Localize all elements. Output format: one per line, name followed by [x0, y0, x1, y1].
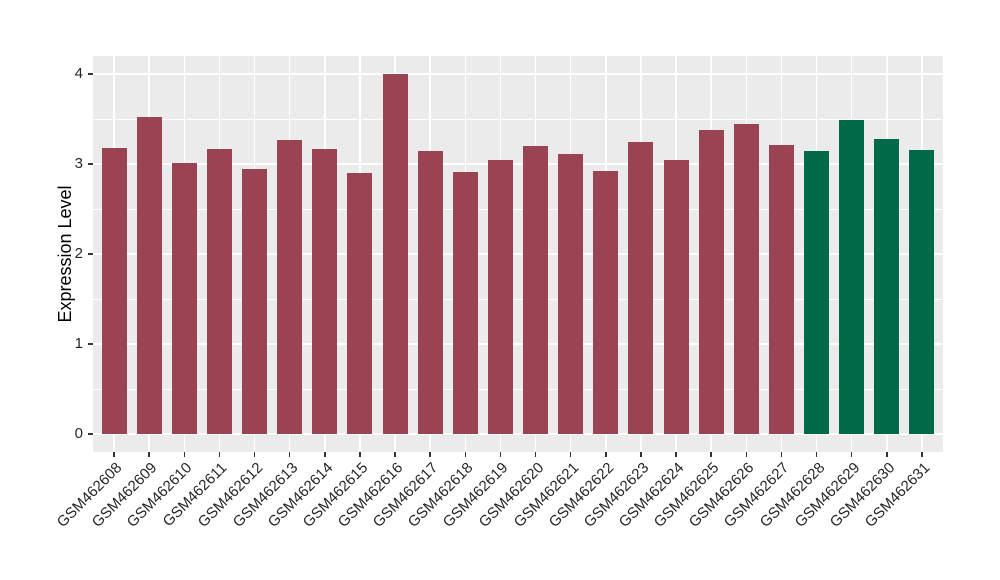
bar-GSM462608 — [101, 147, 127, 434]
x-tick-mark — [921, 452, 923, 457]
x-tick-mark — [148, 452, 150, 457]
plot-panel — [93, 56, 943, 452]
x-tick-mark — [745, 452, 748, 457]
y-tick-mark — [88, 163, 93, 165]
bar-GSM462628 — [804, 150, 830, 434]
bar-GSM462622 — [593, 171, 619, 434]
x-tick-mark — [253, 452, 256, 457]
x-tick-mark — [569, 452, 572, 457]
major-gridline — [93, 253, 943, 255]
bar-GSM462610 — [171, 163, 197, 434]
bar-GSM462614 — [312, 148, 338, 434]
y-tick-label: 0 — [74, 425, 83, 442]
bar-GSM462609 — [136, 117, 162, 434]
bar-GSM462627 — [768, 145, 794, 434]
x-tick-mark — [605, 452, 607, 457]
y-tick-label: 3 — [74, 155, 83, 172]
x-tick-mark — [113, 452, 115, 457]
bar-GSM462612 — [242, 169, 268, 434]
minor-gridline — [93, 388, 943, 390]
x-tick-mark — [288, 452, 291, 457]
x-tick-mark — [394, 452, 396, 457]
major-gridline — [93, 163, 943, 165]
minor-gridline — [93, 118, 943, 120]
bar-GSM462623 — [628, 142, 654, 434]
bar-GSM462630 — [874, 138, 900, 434]
x-tick-mark — [675, 452, 677, 457]
y-tick-mark — [88, 433, 93, 435]
bar-GSM462615 — [347, 173, 373, 434]
bar-GSM462631 — [909, 149, 935, 434]
bar-GSM462620 — [523, 146, 549, 434]
bar-GSM462625 — [698, 129, 724, 434]
x-tick-mark — [850, 452, 853, 457]
x-tick-mark — [815, 452, 818, 457]
x-tick-mark — [218, 452, 221, 457]
x-tick-mark — [499, 452, 502, 457]
x-tick-mark — [183, 452, 186, 457]
x-tick-mark — [710, 452, 712, 457]
major-gridline — [93, 343, 943, 345]
y-tick-label: 1 — [74, 335, 83, 352]
x-tick-mark — [886, 452, 888, 457]
y-tick-mark — [88, 73, 93, 75]
x-tick-mark — [359, 452, 361, 457]
bar-GSM462624 — [663, 160, 689, 434]
x-tick-mark — [534, 452, 537, 457]
minor-gridline — [93, 208, 943, 210]
bar-GSM462613 — [277, 139, 303, 434]
bar-GSM462617 — [417, 150, 443, 434]
x-tick-mark — [429, 452, 431, 457]
y-tick-mark — [88, 343, 93, 345]
major-gridline — [93, 433, 943, 435]
x-tick-mark — [780, 452, 783, 457]
bar-GSM462629 — [839, 119, 865, 434]
y-tick-mark — [88, 253, 93, 255]
x-tick-mark — [464, 452, 467, 457]
bar-GSM462621 — [558, 154, 584, 434]
y-tick-label: 4 — [74, 65, 83, 82]
bar-GSM462611 — [206, 148, 232, 434]
bar-GSM462616 — [382, 74, 408, 434]
minor-gridline — [93, 298, 943, 300]
x-tick-mark — [640, 452, 642, 457]
bar-GSM462619 — [487, 159, 513, 434]
y-tick-label: 2 — [74, 245, 83, 262]
major-gridline — [93, 73, 943, 75]
bar-GSM462618 — [452, 172, 478, 434]
bar-GSM462626 — [733, 124, 759, 434]
x-tick-mark — [324, 452, 326, 457]
